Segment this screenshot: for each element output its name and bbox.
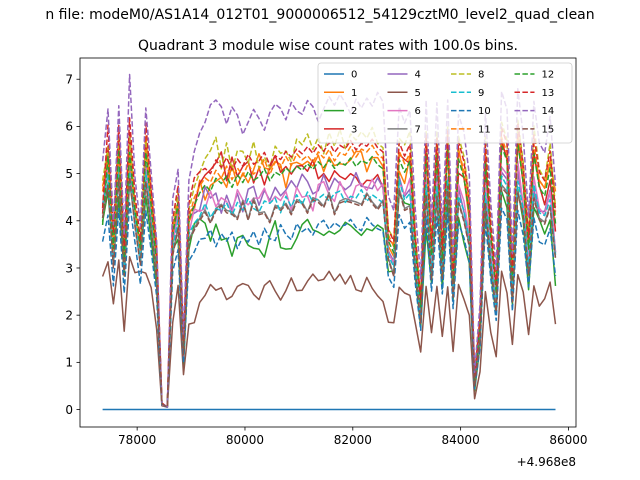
legend-label-2: 2 bbox=[351, 106, 357, 117]
legend-label-0: 0 bbox=[351, 70, 357, 81]
x-tick-label: 86000 bbox=[549, 433, 587, 447]
legend-label-6: 6 bbox=[415, 106, 421, 117]
legend-label-7: 7 bbox=[415, 125, 421, 136]
legend-label-12: 12 bbox=[542, 70, 555, 81]
y-tick-label: 2 bbox=[65, 308, 73, 322]
legend-label-9: 9 bbox=[478, 88, 484, 99]
legend-label-5: 5 bbox=[415, 88, 421, 99]
legend-label-8: 8 bbox=[478, 70, 484, 81]
series-line-15 bbox=[101, 176, 557, 408]
x-tick-label: 78000 bbox=[118, 433, 156, 447]
x-tick-label: 84000 bbox=[442, 433, 480, 447]
y-tick-label: 0 bbox=[65, 403, 73, 417]
legend-label-14: 14 bbox=[542, 106, 555, 117]
figure-suptitle: n file: modeM0/AS1A14_012T01_9000006512_… bbox=[45, 7, 594, 23]
y-tick-label: 1 bbox=[65, 356, 73, 370]
series-line-5 bbox=[101, 255, 557, 408]
x-tick-label: 80000 bbox=[226, 433, 264, 447]
legend-label-10: 10 bbox=[478, 106, 491, 117]
legend-label-15: 15 bbox=[542, 125, 555, 136]
y-tick-label: 5 bbox=[65, 167, 73, 181]
x-offset-label: +4.968e8 bbox=[517, 455, 576, 469]
legend-label-1: 1 bbox=[351, 88, 357, 99]
chart-title: Quadrant 3 module wise count rates with … bbox=[138, 38, 518, 54]
legend-label-13: 13 bbox=[542, 88, 555, 99]
x-tick-label: 82000 bbox=[334, 433, 372, 447]
series-line-10 bbox=[101, 202, 557, 408]
series-lines bbox=[101, 73, 557, 411]
axes-frame bbox=[79, 57, 577, 428]
legend-label-3: 3 bbox=[351, 125, 357, 136]
legend-label-11: 11 bbox=[478, 125, 491, 136]
y-tick-label: 7 bbox=[65, 73, 73, 87]
y-tick-label: 3 bbox=[65, 261, 73, 275]
y-tick-label: 4 bbox=[65, 214, 73, 228]
plot-area bbox=[101, 73, 557, 411]
y-tick-label: 6 bbox=[65, 120, 73, 134]
legend-label-4: 4 bbox=[415, 70, 421, 81]
legend-box bbox=[317, 62, 573, 144]
